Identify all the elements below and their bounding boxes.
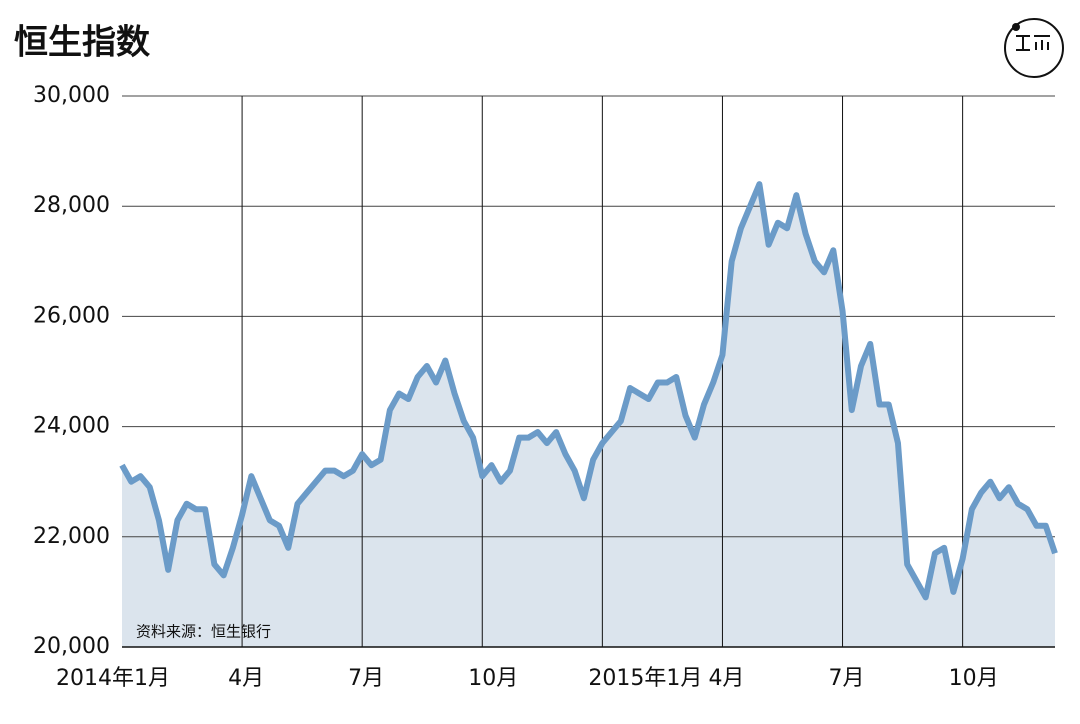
x-tick-label: 2015年1月 <box>588 666 702 691</box>
y-tick-label: 20,000 <box>33 634 110 659</box>
chart-title: 恒生指数 <box>14 23 150 63</box>
logo-dot <box>1012 23 1020 31</box>
y-tick-label: 24,000 <box>33 414 110 439</box>
logo-glyph <box>1016 35 1050 51</box>
x-tick-label: 10月 <box>468 666 518 691</box>
x-tick-label: 7月 <box>348 666 384 691</box>
area <box>122 184 1055 647</box>
line <box>119 181 1058 601</box>
y-tick-label: 30,000 <box>33 83 110 108</box>
logo <box>1004 18 1064 78</box>
y-tick-label: 28,000 <box>33 193 110 218</box>
y-tick-label: 26,000 <box>33 303 110 328</box>
x-tick-label: 4月 <box>228 666 264 691</box>
x-tick-label: 4月 <box>708 666 744 691</box>
y-tick-label: 22,000 <box>33 524 110 549</box>
x-tick-label: 7月 <box>829 666 865 691</box>
source-note: 资料来源：恒生银行 <box>136 623 271 641</box>
x-tick-label: 2014年1月 <box>56 666 170 691</box>
logo-circle <box>1004 18 1064 78</box>
x-tick-label: 10月 <box>949 666 999 691</box>
